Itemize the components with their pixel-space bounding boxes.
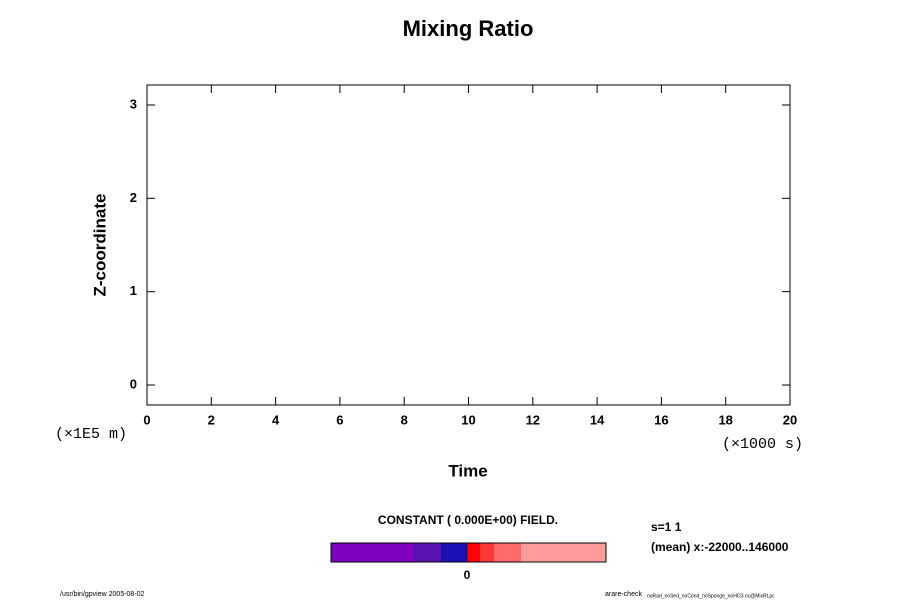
y-tick-label: 1	[130, 283, 137, 298]
x-unit: (×1000 s)	[722, 436, 803, 453]
colorbar-swatch	[494, 543, 521, 562]
colorbar-swatch	[331, 543, 413, 562]
colorbar-swatch	[521, 543, 606, 562]
x-tick-label: 0	[143, 412, 150, 427]
y-tick-label: 3	[130, 96, 137, 111]
note: s=1 1	[651, 520, 682, 534]
note: (mean) x:-22000..146000	[651, 540, 789, 554]
y-axis-label: Z-coordinate	[90, 194, 109, 297]
colorbar-title: CONSTANT ( 0.000E+00) FIELD.	[378, 513, 558, 527]
x-axis-label: Time	[448, 461, 487, 480]
colorbar-swatch	[441, 543, 467, 562]
colorbar-frame	[330, 542, 607, 563]
y-unit: (×1E5 m)	[55, 426, 127, 443]
footer-right-sub: noRad_noSed_noCond_noSponge_noHO3.nc@Mix…	[647, 593, 775, 599]
colorbar-swatch	[467, 543, 480, 562]
x-tick-label: 20	[783, 412, 797, 427]
x-tick-label: 18	[718, 412, 732, 427]
chart-title: Mixing Ratio	[403, 16, 534, 41]
footer-right: arare-check	[605, 591, 642, 598]
x-tick-label: 16	[654, 412, 668, 427]
footer-left: /usr/bin/gpview 2005-08-02	[60, 591, 145, 598]
x-tick-label: 2	[208, 412, 215, 427]
plot-frame	[146, 84, 791, 406]
y-tick-label: 2	[130, 190, 137, 205]
x-tick-label: 4	[272, 412, 280, 427]
y-tick-label: 0	[130, 376, 137, 391]
x-tick-label: 6	[336, 412, 343, 427]
x-tick-label: 8	[401, 412, 408, 427]
colorbar-swatch	[413, 543, 441, 562]
x-tick-label: 10	[461, 412, 475, 427]
colorbar-tick-label: 0	[464, 568, 471, 582]
x-tick-label: 14	[590, 412, 605, 427]
colorbar-swatch	[480, 543, 494, 562]
x-tick-label: 12	[526, 412, 540, 427]
